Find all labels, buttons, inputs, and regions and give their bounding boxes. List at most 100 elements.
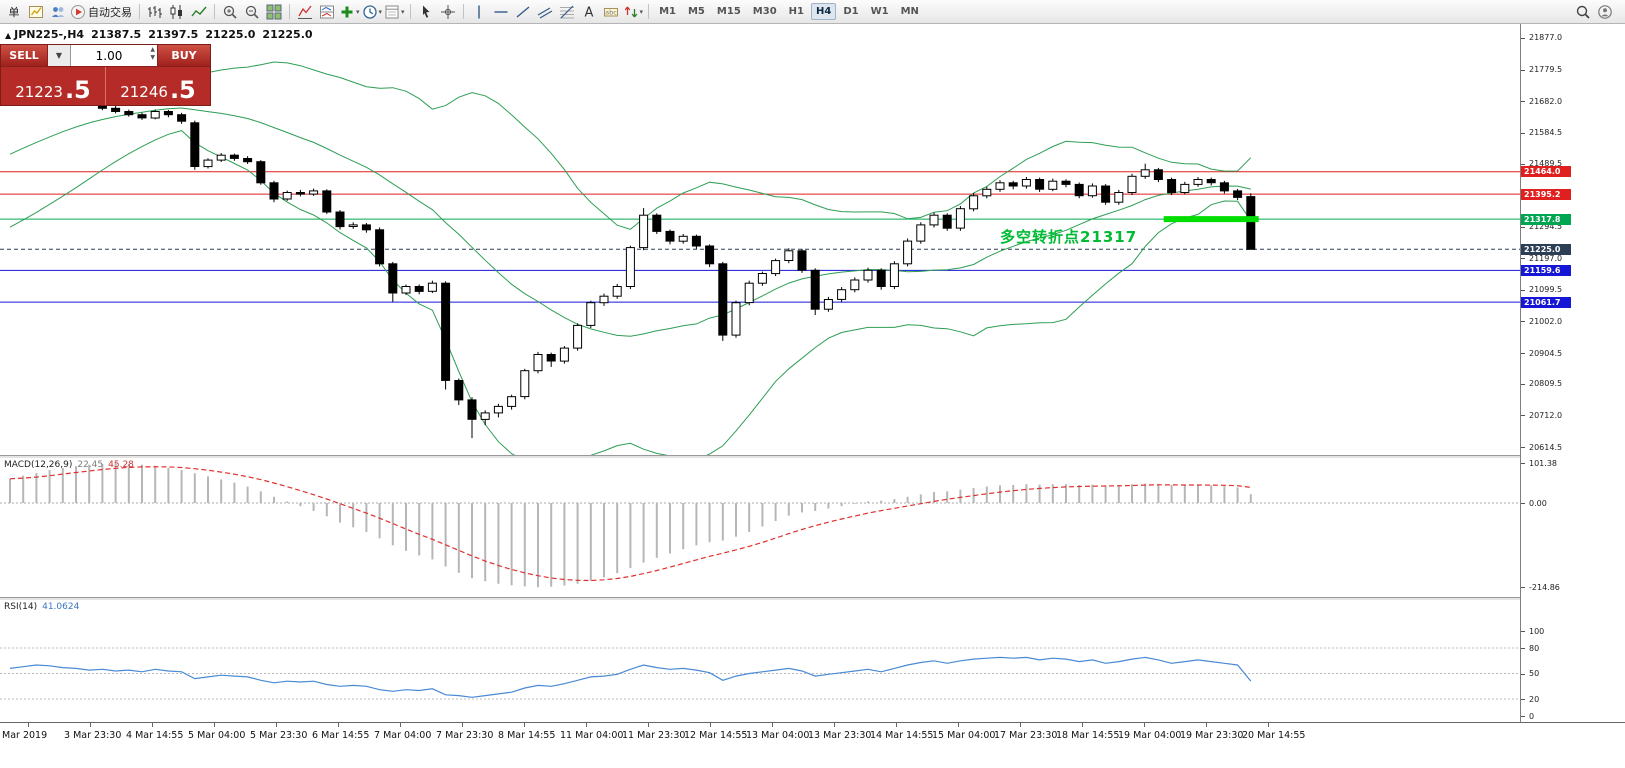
rsi-indicator-plot[interactable] <box>0 600 1520 722</box>
time-tick-mark <box>524 723 525 727</box>
dropdown-caret-icon[interactable]: ▾ <box>356 7 360 16</box>
ohlc-open: 21387.5 <box>91 28 142 41</box>
fibonacci-icon[interactable] <box>556 2 578 22</box>
one-click-trading-panel: SELL ▼ ▲▼ BUY 21223 .5 21246 .5 <box>0 44 211 106</box>
macd-tick-mark <box>1521 503 1525 505</box>
timeframe-h4-button[interactable]: H4 <box>810 3 837 20</box>
volume-down-icon[interactable]: ▼ <box>150 54 155 62</box>
arrows-icon[interactable]: ▾ <box>622 2 645 22</box>
ohlc-low: 21225.0 <box>205 28 256 41</box>
price-tick-mark <box>1521 132 1525 134</box>
price-axis[interactable]: 21877.0 21779.5 21682.0 21584.5 21489.5 21294… <box>1520 24 1625 722</box>
text-icon[interactable]: A <box>578 2 600 22</box>
dropdown-caret-icon[interactable]: ▾ <box>639 7 644 16</box>
timeframe-m15-button[interactable]: M15 <box>716 6 741 17</box>
autotrading-button[interactable]: 自动交易 <box>69 2 135 22</box>
pivot-annotation-text[interactable]: 多空转折点21317 <box>1000 228 1138 246</box>
time-tick-mark <box>648 723 649 727</box>
price-tick-mark <box>1521 163 1525 165</box>
horizontal-line-icon[interactable] <box>490 2 512 22</box>
time-axis-label: 12 Mar 14:55 <box>684 730 748 741</box>
trendline-icon[interactable] <box>512 2 534 22</box>
volume-stepper[interactable]: ▲ ▼ <box>150 46 155 63</box>
line-chart-icon[interactable] <box>188 2 210 22</box>
indicator-list-icon[interactable] <box>294 2 316 22</box>
templates-icon[interactable]: ▾ <box>383 2 406 22</box>
timeframe-w1-button[interactable]: W1 <box>870 6 889 17</box>
price-tick-label: 21584.5 <box>1529 128 1563 138</box>
level-price-badge: 21061.7 <box>1521 296 1571 308</box>
new-order-button[interactable]: 单 <box>3 2 25 22</box>
rsi-level-lines <box>0 647 1520 700</box>
sell-price[interactable]: 21223 .5 <box>1 67 105 105</box>
add-indicator-icon[interactable]: ▾ <box>338 2 361 22</box>
account-icon[interactable] <box>1594 2 1616 22</box>
timeframe-d1-button[interactable]: D1 <box>843 6 859 17</box>
new-chart-icon[interactable] <box>25 2 47 22</box>
macd-rsi-splitter[interactable] <box>0 597 1625 600</box>
volume-box: ▲▼ <box>71 45 157 66</box>
crosshair-icon[interactable] <box>437 2 459 22</box>
svg-text:abc: abc <box>605 8 617 16</box>
timeframe-m5-button[interactable]: M5 <box>687 6 705 17</box>
time-axis[interactable]: Mar 2019 3 Mar 23:30 4 Mar 14:55 5 Mar 04:0… <box>0 722 1625 747</box>
time-tick-mark <box>338 723 339 727</box>
indicator-window-icon[interactable] <box>316 2 338 22</box>
price-tick-label: 21002.0 <box>1529 316 1563 326</box>
timeframe-m1-button[interactable]: M1 <box>659 6 676 17</box>
timeframe-h1-button[interactable]: H1 <box>788 6 804 17</box>
time-axis-label: 18 Mar 14:55 <box>1056 730 1120 741</box>
time-tick-mark <box>28 723 29 727</box>
price-tick-label: 20809.5 <box>1529 379 1563 389</box>
time-tick-mark <box>152 723 153 727</box>
macd-histogram-layer <box>9 463 1252 588</box>
rsi-scale-label: 100 <box>1529 626 1545 636</box>
price-tick-label: 21877.0 <box>1529 33 1563 43</box>
zoom-out-icon[interactable] <box>241 2 263 22</box>
buy-price[interactable]: 21246 .5 <box>105 67 210 105</box>
macd-indicator-plot[interactable] <box>0 458 1520 597</box>
equidistant-channel-icon[interactable] <box>534 2 556 22</box>
tile-windows-icon[interactable] <box>263 2 285 22</box>
rsi-tick-mark <box>1521 699 1525 700</box>
time-tick-mark <box>958 723 959 727</box>
price-tick-mark <box>1521 289 1525 291</box>
chart-macd-splitter[interactable] <box>0 455 1625 458</box>
dropdown-caret-icon[interactable]: ▾ <box>378 7 383 16</box>
price-tick-mark <box>1521 383 1525 385</box>
price-chart-plot[interactable] <box>0 24 1520 455</box>
time-tick-mark <box>586 723 587 727</box>
level-price-badge: 21464.0 <box>1521 166 1571 178</box>
autotrading-label: 自动交易 <box>88 5 132 19</box>
profiles-icon[interactable] <box>47 2 69 22</box>
price-tick-mark <box>1521 226 1525 228</box>
time-tick-mark <box>1144 723 1145 727</box>
text-label-icon[interactable]: abc <box>600 2 622 22</box>
price-tick-mark <box>1521 321 1525 323</box>
time-axis-label: 11 Mar 04:00 <box>560 730 624 741</box>
periods-icon[interactable]: ▾ <box>361 2 384 22</box>
candlestick-chart-icon[interactable] <box>166 2 188 22</box>
sell-button[interactable]: SELL <box>1 45 48 66</box>
price-tick-label: 21099.5 <box>1529 285 1563 295</box>
cursor-icon[interactable] <box>415 2 437 22</box>
time-axis-label: 5 Mar 23:30 <box>250 730 308 741</box>
order-type-dropdown[interactable]: ▼ <box>48 45 71 66</box>
time-axis-label: 15 Mar 04:00 <box>932 730 996 741</box>
volume-up-icon[interactable]: ▲ <box>150 46 155 53</box>
price-tick-label: 21682.0 <box>1529 96 1563 106</box>
buy-button[interactable]: BUY <box>157 45 210 66</box>
time-tick-mark <box>1206 723 1207 727</box>
timeframe-mn-button[interactable]: MN <box>900 6 919 17</box>
bar-chart-icon[interactable] <box>144 2 166 22</box>
vertical-line-icon[interactable] <box>468 2 490 22</box>
zoom-in-icon[interactable] <box>219 2 241 22</box>
rsi-name: RSI(14) <box>4 602 38 612</box>
dropdown-caret-icon[interactable]: ▾ <box>401 7 405 16</box>
timeframe-m30-button[interactable]: M30 <box>752 6 777 17</box>
volume-input[interactable] <box>71 47 157 64</box>
price-tick-label: 21489.5 <box>1529 159 1563 168</box>
search-icon[interactable] <box>1572 2 1594 22</box>
